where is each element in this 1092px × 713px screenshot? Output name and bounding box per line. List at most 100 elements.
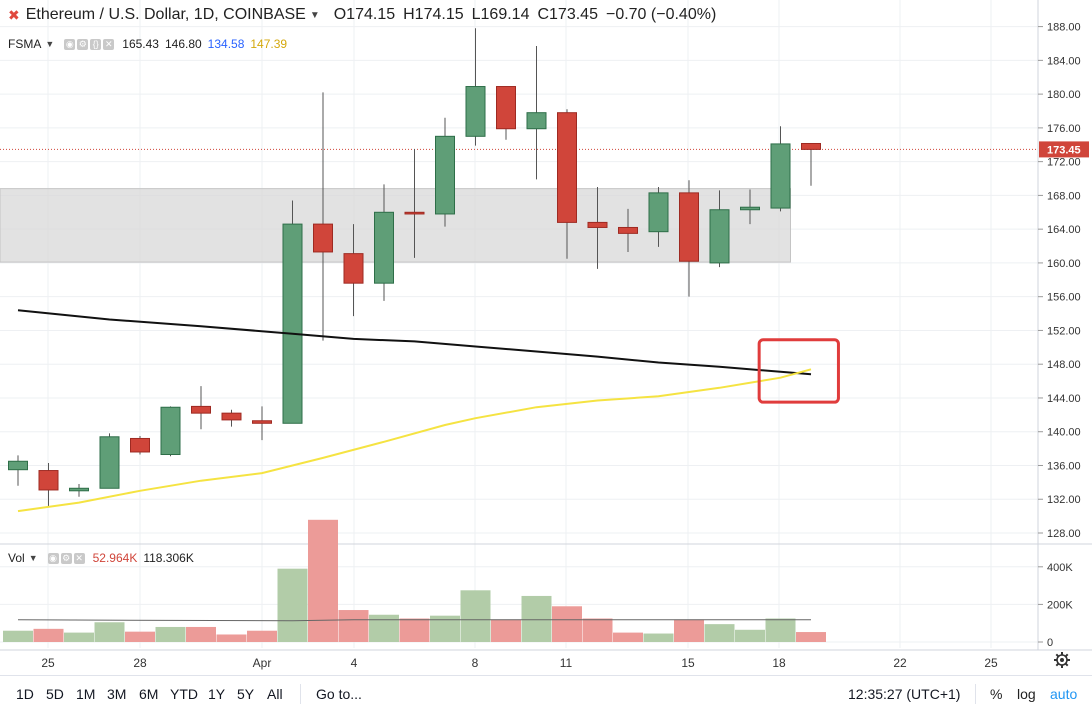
price-axis-label: 140.00 [1047,427,1081,439]
price-chart[interactable]: 128.00 132.00 136.00 140.00 144.00 148.00 152.… [0,0,1092,675]
log-scale-toggle[interactable]: log [1017,686,1036,702]
volume-bar [94,622,125,642]
percent-scale-toggle[interactable]: % [990,686,1003,702]
symbol-legend: ✖ Ethereum / U.S. Dollar, 1D, COINBASE ▼… [8,6,716,24]
candle [709,190,730,268]
candle [557,109,577,259]
candle [252,406,272,441]
close-icon[interactable]: ✕ [103,38,115,50]
eye-icon[interactable]: ◉ [64,38,76,50]
candle [801,142,821,186]
candle-body [526,112,547,130]
candle-body [313,223,333,253]
highlight-box [757,338,840,404]
sma-study-legend: FSMA ▼ ◉ ⚙ {} ✕ 165.43 146.80 134.58 147… [8,37,287,51]
timeframe-1d[interactable]: 1D [16,686,34,702]
symbol-title[interactable]: Ethereum / U.S. Dollar, 1D, COINBASE [25,6,306,23]
timeframe-5y[interactable]: 5Y [237,686,255,702]
candle [221,409,242,427]
timezone-clock[interactable]: 12:35:27 (UTC+1) [848,686,961,702]
candle [8,455,28,486]
chevron-down-icon[interactable]: ▼ [45,39,55,49]
eye-icon[interactable]: ◉ [47,552,59,564]
candle-body [130,437,150,453]
price-axis-label: 136.00 [1047,460,1081,472]
volume-bar [216,634,247,642]
settings-gear-icon[interactable] [1052,650,1072,670]
toolbar-divider [300,684,301,704]
volume-bar [33,628,64,642]
current-price-label-bg [1039,141,1089,158]
price-axis-label: 180.00 [1047,89,1081,101]
volume-bar [155,626,186,642]
collapse-legend-icon[interactable]: ✖ [8,6,20,23]
price-axis-label: 132.00 [1047,494,1081,506]
candle [404,148,425,258]
candle-body [160,406,181,456]
candle [99,433,120,489]
volume-bar [277,568,308,642]
candle [69,484,89,497]
price-axis-label: 156.00 [1047,292,1081,304]
candle-body [587,221,608,228]
volume-study-legend: Vol ▼ ◉ ⚙ ✕ 52.964K 118.306K [8,551,194,565]
candle-body [99,436,120,489]
candle-body [435,135,455,215]
price-axis-label: 160.00 [1047,258,1081,270]
price-axis-label: 128.00 [1047,528,1081,540]
volume-bar [369,614,399,642]
volume-bar [704,624,735,642]
volume-bar [643,633,674,642]
chevron-down-icon[interactable]: ▼ [28,553,38,563]
candle-body [679,192,699,262]
candle-body [8,460,28,471]
candle-body [374,211,394,284]
sma-study-name[interactable]: FSMA [8,37,42,51]
candle [160,406,181,457]
volume-bar [765,618,796,642]
volume-study-name[interactable]: Vol [8,551,25,565]
time-axis-label: 8 [472,656,479,670]
candle [618,208,638,252]
timeframe-3m[interactable]: 3M [107,686,127,702]
volume-axis-label: 200K [1047,599,1073,611]
timeframe-all[interactable]: All [267,686,283,702]
price-axis-label: 184.00 [1047,55,1081,67]
high-value: H174.15 [403,6,464,23]
auto-scale-toggle[interactable]: auto [1050,686,1078,702]
support-resistance-zone [0,188,791,263]
time-axis-label: 25 [41,656,55,670]
change-value: −0.70 (−0.40%) [605,6,717,23]
volume-bar [338,610,369,642]
timeframe-1y[interactable]: 1Y [208,686,226,702]
volume-bar [186,626,216,642]
candle [191,386,211,430]
candle [770,126,791,212]
time-axis-label: 4 [351,656,358,670]
volume-bar [125,631,155,642]
code-icon[interactable]: {} [90,38,102,50]
volume-bar [735,629,765,642]
volume-ma-line [17,619,811,622]
volume-bar [64,632,94,642]
close-icon[interactable]: ✕ [73,552,85,564]
volume-bar [399,618,430,642]
gear-icon[interactable]: ⚙ [77,38,89,50]
sma-value-2: 146.80 [164,37,202,51]
price-axis-label: 164.00 [1047,224,1081,236]
current-price-label: 173.45 [1047,144,1081,156]
sma-line-black [17,309,812,376]
volume-bar [308,519,338,642]
candle [679,180,699,297]
candle-body [69,487,89,492]
timeframe-5d[interactable]: 5D [46,686,64,702]
timeframe-1m[interactable]: 1M [76,686,96,702]
timeframe-ytd[interactable]: YTD [170,686,198,702]
chevron-down-icon[interactable]: ▼ [309,9,320,21]
candle [343,224,364,317]
goto-date-button[interactable]: Go to... [316,686,362,702]
candle-body [465,86,486,137]
gear-icon[interactable]: ⚙ [60,552,72,564]
time-axis-label: 25 [984,656,998,670]
timeframe-6m[interactable]: 6M [139,686,159,702]
